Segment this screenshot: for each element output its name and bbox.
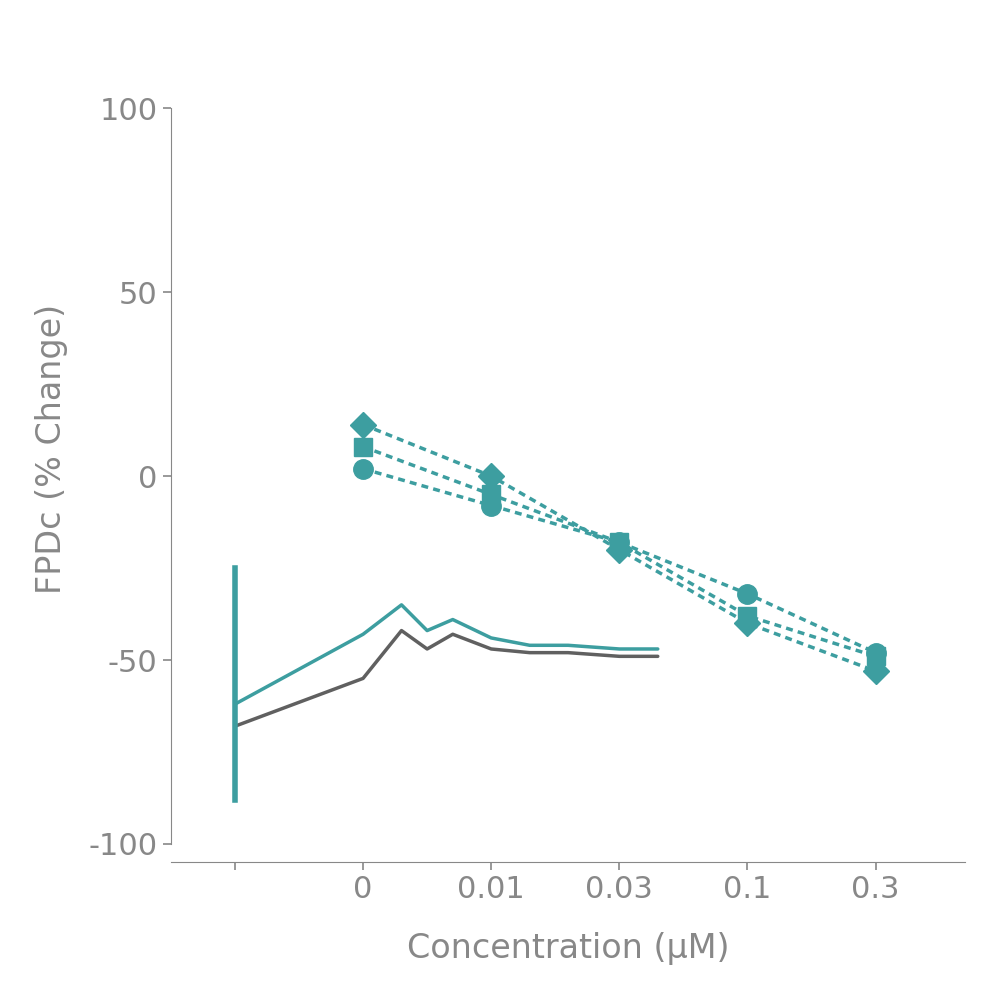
- X-axis label: Concentration (μM): Concentration (μM): [407, 932, 729, 965]
- Y-axis label: FPDc (% Change): FPDc (% Change): [35, 303, 68, 594]
